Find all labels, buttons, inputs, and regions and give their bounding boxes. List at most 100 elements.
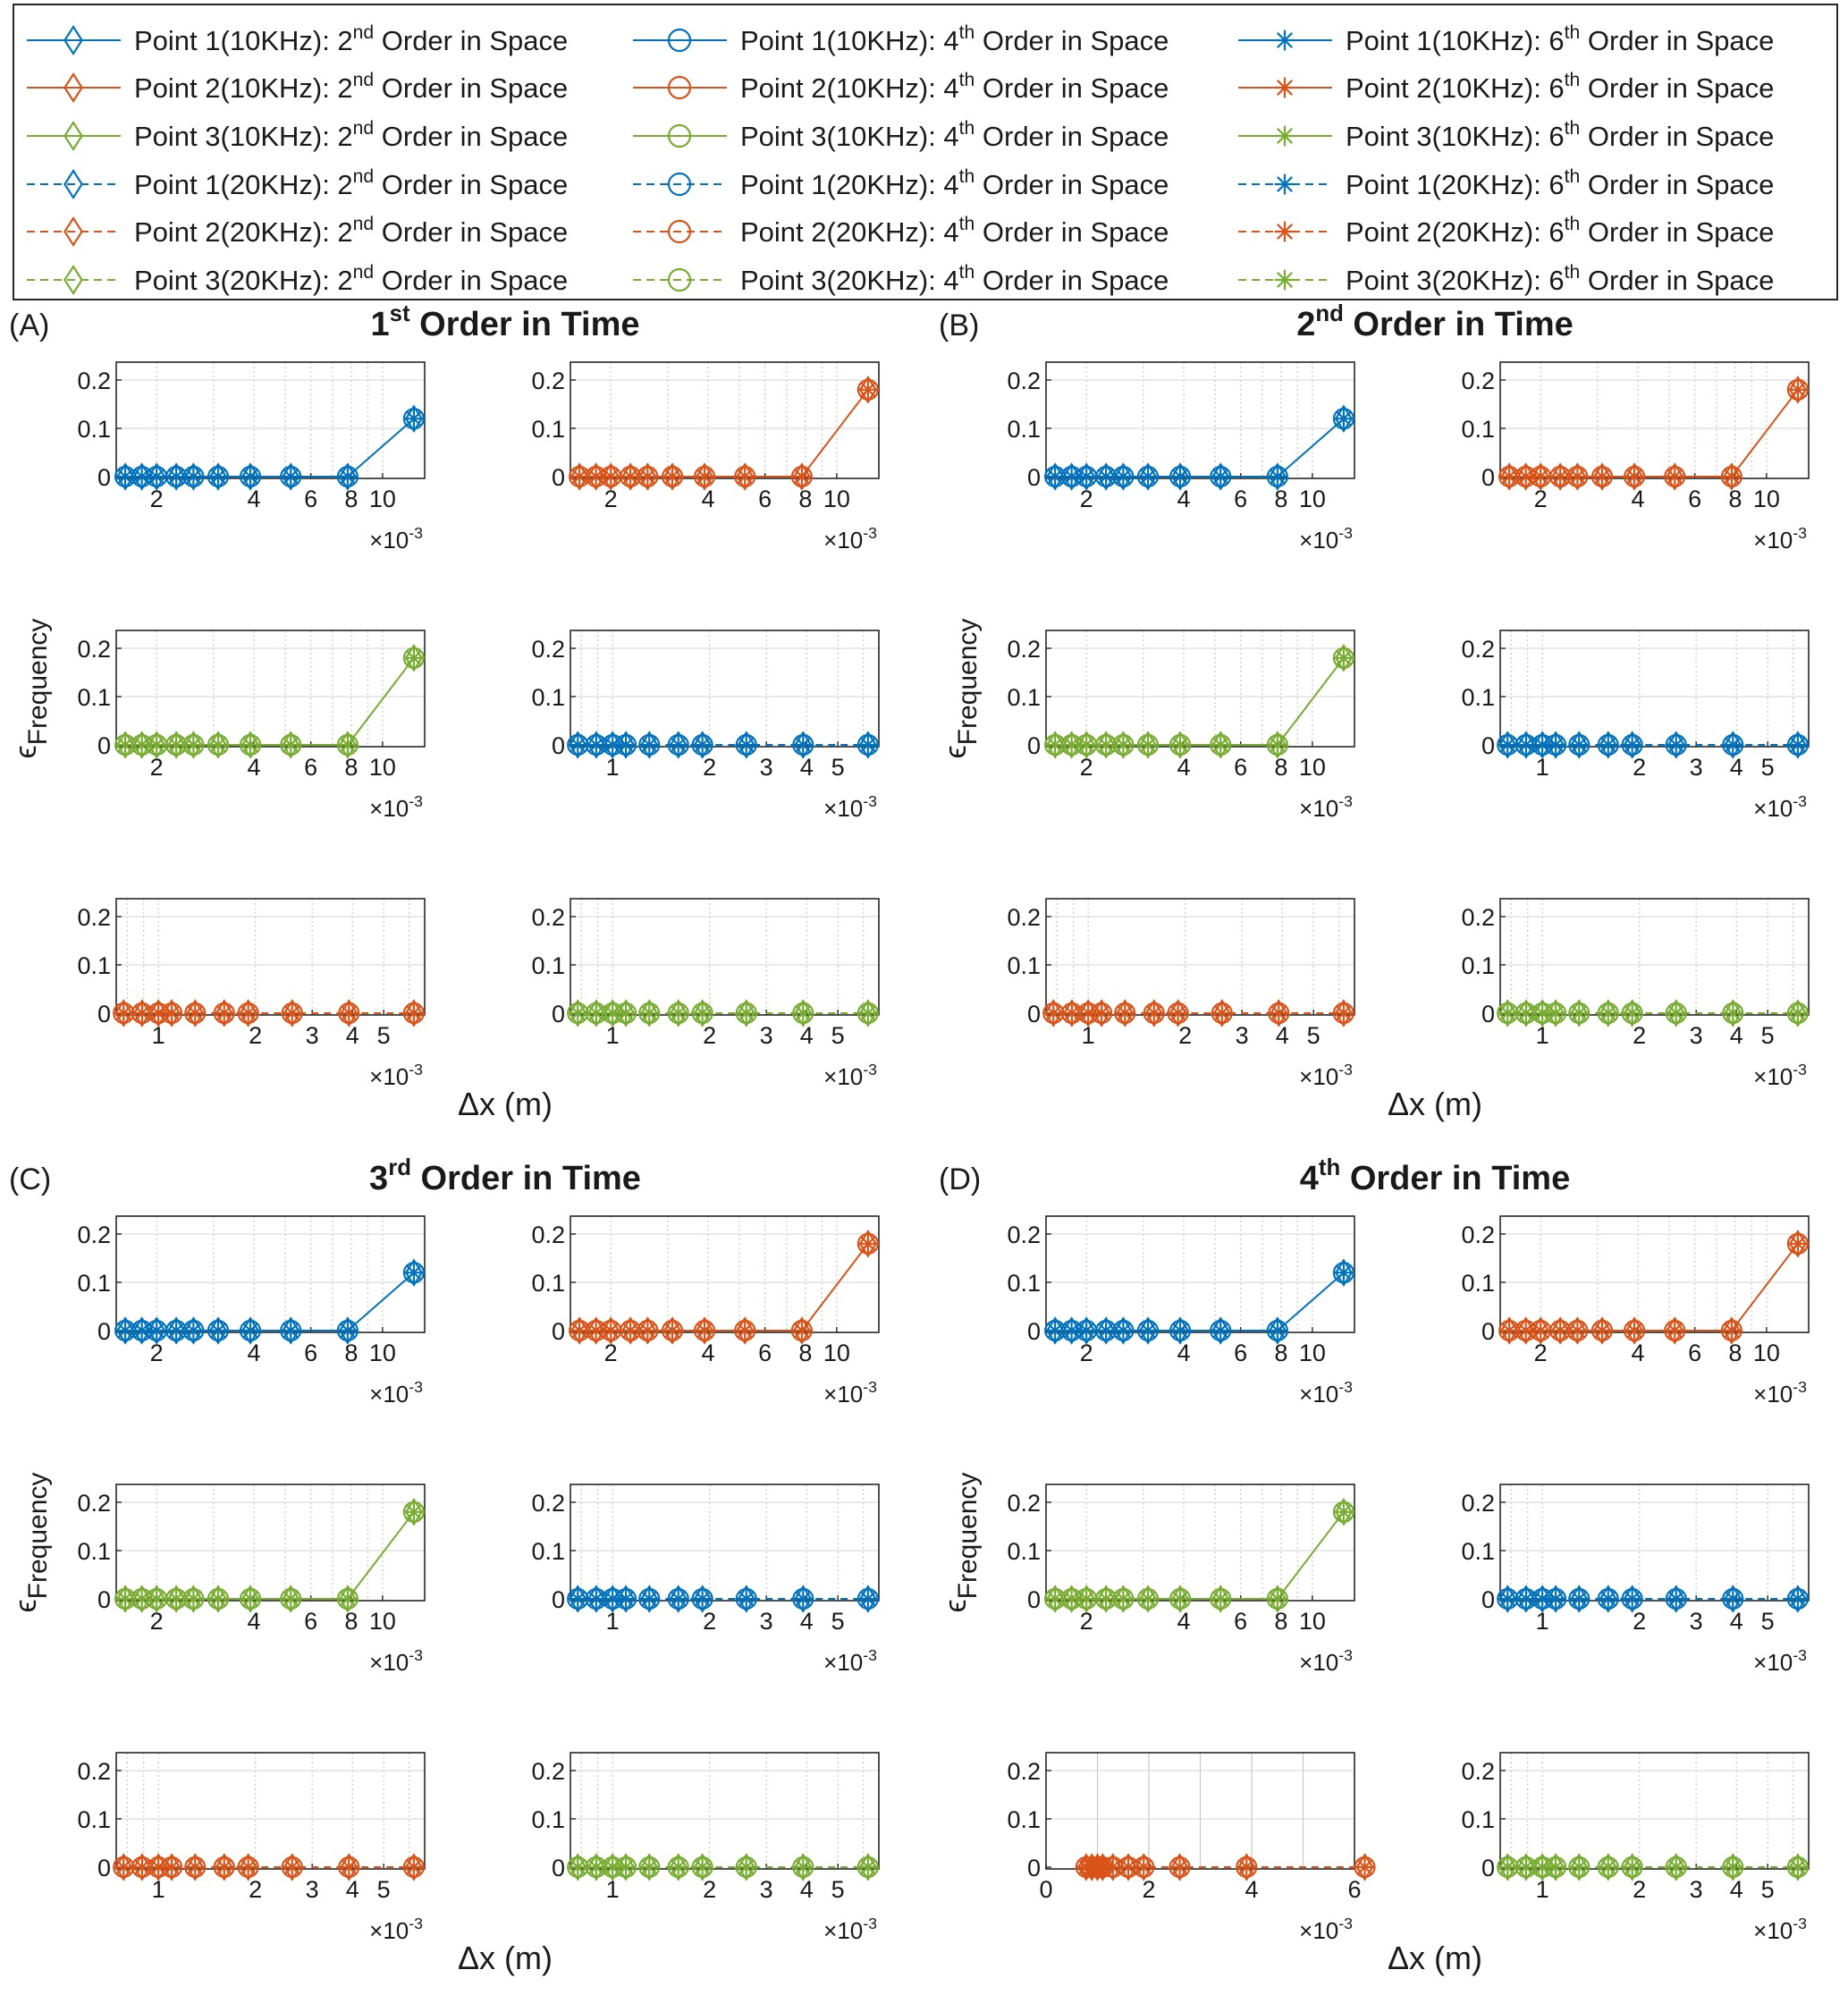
marker-star [1569, 1857, 1589, 1877]
marker-star [1569, 1589, 1589, 1609]
marker-star [858, 1857, 878, 1877]
marker-star-stroke [187, 1005, 203, 1021]
axes-box [115, 630, 426, 748]
axes-box [1499, 630, 1810, 748]
marker-star [1550, 467, 1570, 486]
marker-circle [1332, 408, 1355, 430]
marker-circle [1597, 1856, 1619, 1879]
y-tick-label: 0.2 [77, 368, 111, 394]
marker-circle [1722, 733, 1744, 757]
y-tick-label: 0 [1027, 1318, 1041, 1345]
marker-star-stroke [406, 650, 422, 666]
y-tick-label: 0.1 [531, 1538, 565, 1565]
marker-star [1212, 1003, 1232, 1023]
x-tick-label: 3 [306, 1876, 319, 1903]
marker-star [1274, 173, 1295, 195]
marker-circle [693, 465, 716, 488]
marker-circle [735, 1587, 757, 1610]
marker-star-stroke [210, 737, 226, 753]
x-tick-label: 2 [1633, 754, 1646, 781]
marker-circle [638, 1856, 661, 1879]
x-tick-label: 2 [604, 1340, 618, 1366]
series-line [579, 389, 869, 478]
marker-circle [160, 1002, 183, 1025]
marker-star [601, 1321, 620, 1340]
x-tick-label: 8 [344, 754, 358, 781]
marker-star [620, 1321, 640, 1340]
legend-label: Point 2(20KHz): 4th Order in Space [740, 214, 1169, 248]
marker-star-stroke [1571, 1859, 1587, 1875]
marker-circle [1210, 1587, 1232, 1610]
marker-star-stroke [117, 1591, 133, 1607]
legend-entry: Point 1(20KHz): 6th Order in Space [1238, 166, 1774, 200]
x-tick-label: 2 [1142, 1876, 1155, 1903]
axes-box [115, 1484, 426, 1602]
marker-star [1723, 1857, 1743, 1877]
y-tick-label: 0.1 [77, 952, 111, 979]
marker-star-stroke [795, 1591, 811, 1607]
marker-star [339, 1857, 359, 1877]
marker-circle [402, 1501, 426, 1523]
x-exponent-label: ×10-3 [823, 524, 877, 554]
marker-star [568, 1857, 587, 1877]
marker-star [1170, 735, 1190, 755]
marker-star [695, 1321, 714, 1340]
marker-circle [1544, 1856, 1567, 1879]
marker-circle [1169, 1587, 1192, 1610]
marker-circle [1112, 1319, 1135, 1342]
x-exponent-label: ×10-3 [1299, 1915, 1353, 1944]
x-tick-label: 6 [758, 1340, 772, 1366]
marker-circle [1133, 1856, 1155, 1879]
marker-star [737, 1857, 756, 1877]
marker-star-stroke [1064, 469, 1079, 485]
marker-star-stroke [1116, 1323, 1131, 1339]
marker-circle [1266, 1587, 1288, 1610]
legend-label: Point 3(10KHz): 2nd Order in Space [134, 118, 568, 152]
x-tick-label: 5 [1761, 1022, 1775, 1049]
x-tick-label: 6 [1234, 1340, 1247, 1366]
marker-circle [239, 733, 262, 757]
marker-star-stroke [1116, 469, 1131, 485]
marker-star-stroke [1518, 1591, 1534, 1607]
marker-circle [1210, 733, 1232, 757]
x-tick-label: 4 [346, 1876, 359, 1903]
marker-star [669, 1589, 688, 1609]
marker-diamond [63, 72, 83, 104]
marker-circle [1544, 733, 1567, 757]
marker-star [1624, 1321, 1644, 1340]
marker-star-stroke [168, 1591, 184, 1607]
x-tick-label: 6 [1688, 1340, 1701, 1366]
marker-circle [281, 1002, 303, 1025]
marker-circle [792, 1002, 814, 1025]
marker-circle [691, 1002, 713, 1025]
marker-star-stroke [1172, 1859, 1187, 1875]
marker-star [1274, 221, 1295, 242]
marker-circle [1136, 1319, 1160, 1342]
marker-circle [1591, 1319, 1614, 1342]
marker-star-stroke [1724, 1323, 1740, 1339]
legend-entry: Point 2(20KHz): 6th Order in Space [1238, 214, 1774, 248]
marker-circle [1090, 1002, 1113, 1025]
subplot: 0 0.1 0.2 1 2 3 4 5 ×10-3 [1461, 898, 1810, 1090]
marker-star [669, 735, 688, 755]
x-tick-label: 4 [1730, 1608, 1743, 1635]
marker-star [239, 1003, 258, 1023]
axes-box [115, 1752, 426, 1870]
marker-star [1045, 1589, 1065, 1609]
marker-star [1667, 1857, 1686, 1877]
marker-star [1667, 735, 1686, 755]
marker-star-stroke [1499, 737, 1515, 753]
marker-star [1062, 467, 1082, 486]
axes-box [115, 898, 426, 1016]
marker-circle [667, 1002, 689, 1025]
y-tick-label: 0.2 [531, 1490, 565, 1517]
marker-star-stroke [1790, 1859, 1806, 1875]
marker-star [339, 1003, 359, 1023]
marker-star [693, 735, 713, 755]
marker-star-stroke [1571, 737, 1587, 753]
x-tick-label: 8 [1274, 1340, 1287, 1366]
marker-star-stroke [1116, 1591, 1131, 1607]
x-tick-label: 2 [1080, 486, 1093, 512]
marker-star [183, 1589, 203, 1609]
marker-star [1169, 1003, 1188, 1023]
